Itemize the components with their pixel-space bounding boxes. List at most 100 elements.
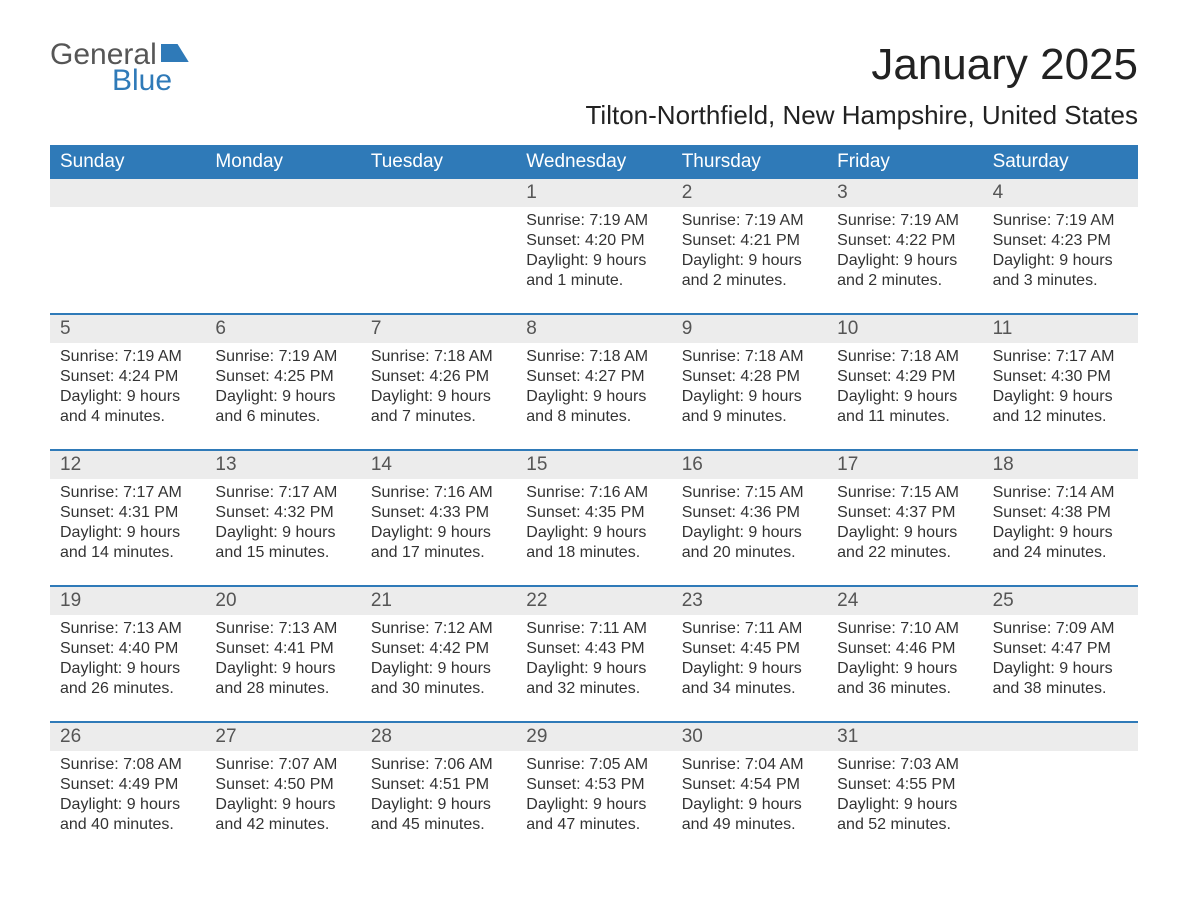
location-subtitle: Tilton-Northfield, New Hampshire, United…	[50, 100, 1138, 131]
cell-line-dl2: and 15 minutes.	[215, 543, 350, 563]
cell-line-sunset: Sunset: 4:35 PM	[526, 503, 661, 523]
cell-body: Sunrise: 7:18 AMSunset: 4:26 PMDaylight:…	[361, 343, 516, 427]
day-number	[993, 726, 998, 747]
day-number: 11	[993, 318, 1013, 339]
dayname-thursday: Thursday	[672, 145, 827, 179]
calendar-cell: 9Sunrise: 7:18 AMSunset: 4:28 PMDaylight…	[672, 315, 827, 449]
cell-line-dl2: and 22 minutes.	[837, 543, 972, 563]
cell-line-dl1: Daylight: 9 hours	[526, 795, 661, 815]
weeks-container: 1Sunrise: 7:19 AMSunset: 4:20 PMDaylight…	[50, 179, 1138, 857]
cell-line-sunset: Sunset: 4:46 PM	[837, 639, 972, 659]
logo-flag-icon	[161, 44, 189, 62]
calendar-cell: 17Sunrise: 7:15 AMSunset: 4:37 PMDayligh…	[827, 451, 982, 585]
daynum-row: 18	[983, 451, 1138, 479]
cell-line-dl2: and 32 minutes.	[526, 679, 661, 699]
cell-body: Sunrise: 7:13 AMSunset: 4:40 PMDaylight:…	[50, 615, 205, 699]
cell-line-dl1: Daylight: 9 hours	[60, 523, 195, 543]
cell-line-dl1: Daylight: 9 hours	[682, 251, 817, 271]
calendar-cell: 1Sunrise: 7:19 AMSunset: 4:20 PMDaylight…	[516, 179, 671, 313]
cell-body: Sunrise: 7:19 AMSunset: 4:20 PMDaylight:…	[516, 207, 671, 291]
cell-line-dl2: and 52 minutes.	[837, 815, 972, 835]
week-row: 5Sunrise: 7:19 AMSunset: 4:24 PMDaylight…	[50, 313, 1138, 449]
calendar-cell: 16Sunrise: 7:15 AMSunset: 4:36 PMDayligh…	[672, 451, 827, 585]
daynum-row: 8	[516, 315, 671, 343]
daynum-row	[983, 723, 1138, 751]
cell-line-dl1: Daylight: 9 hours	[993, 523, 1128, 543]
daynum-row: 15	[516, 451, 671, 479]
cell-line-dl1: Daylight: 9 hours	[60, 659, 195, 679]
calendar-cell: 19 Sunrise: 7:13 AMSunset: 4:40 PMDayligh…	[50, 587, 205, 721]
week-row: 1Sunrise: 7:19 AMSunset: 4:20 PMDaylight…	[50, 179, 1138, 313]
cell-body: Sunrise: 7:11 AMSunset: 4:43 PMDaylight:…	[516, 615, 671, 699]
cell-line-dl1: Daylight: 9 hours	[371, 523, 506, 543]
cell-body: Sunrise: 7:19 AMSunset: 4:24 PMDaylight:…	[50, 343, 205, 427]
cell-line-sunset: Sunset: 4:50 PM	[215, 775, 350, 795]
cell-line-sunrise: Sunrise: 7:16 AM	[526, 483, 661, 503]
cell-line-sunset: Sunset: 4:36 PM	[682, 503, 817, 523]
day-number: 26	[60, 726, 81, 747]
cell-line-sunset: Sunset: 4:43 PM	[526, 639, 661, 659]
calendar-cell: 2Sunrise: 7:19 AMSunset: 4:21 PMDaylight…	[672, 179, 827, 313]
cell-line-dl1: Daylight: 9 hours	[837, 795, 972, 815]
day-number: 6	[215, 318, 226, 339]
cell-body: Sunrise: 7:15 AMSunset: 4:37 PMDaylight:…	[827, 479, 982, 563]
calendar-cell: 29Sunrise: 7:05 AMSunset: 4:53 PMDayligh…	[516, 723, 671, 857]
cell-line-sunset: Sunset: 4:21 PM	[682, 231, 817, 251]
cell-line-sunrise: Sunrise: 7:04 AM	[682, 755, 817, 775]
calendar-cell: 28Sunrise: 7:06 AMSunset: 4:51 PMDayligh…	[361, 723, 516, 857]
cell-line-dl2: and 11 minutes.	[837, 407, 972, 427]
calendar-cell: 20Sunrise: 7:13 AMSunset: 4:41 PMDayligh…	[205, 587, 360, 721]
daynum-row: 11	[983, 315, 1138, 343]
daynum-row: 9	[672, 315, 827, 343]
cell-body: Sunrise: 7:14 AMSunset: 4:38 PMDaylight:…	[983, 479, 1138, 563]
cell-line-sunset: Sunset: 4:47 PM	[993, 639, 1128, 659]
cell-line-sunrise: Sunrise: 7:16 AM	[371, 483, 506, 503]
daynum-row: 4	[983, 179, 1138, 207]
calendar-cell: 4Sunrise: 7:19 AMSunset: 4:23 PMDaylight…	[983, 179, 1138, 313]
cell-line-sunset: Sunset: 4:54 PM	[682, 775, 817, 795]
cell-line-sunrise: Sunrise: 7:13 AM	[215, 619, 350, 639]
cell-body: Sunrise: 7:11 AMSunset: 4:45 PMDaylight:…	[672, 615, 827, 699]
cell-body: Sunrise: 7:08 AMSunset: 4:49 PMDaylight:…	[50, 751, 205, 835]
calendar-cell: 22Sunrise: 7:11 AMSunset: 4:43 PMDayligh…	[516, 587, 671, 721]
cell-body: Sunrise: 7:18 AMSunset: 4:27 PMDaylight:…	[516, 343, 671, 427]
cell-line-dl2: and 2 minutes.	[837, 271, 972, 291]
day-number: 19	[60, 590, 81, 611]
cell-line-dl2: and 42 minutes.	[215, 815, 350, 835]
cell-line-dl2: and 2 minutes.	[682, 271, 817, 291]
daynum-row: 24	[827, 587, 982, 615]
calendar-cell: 24Sunrise: 7:10 AMSunset: 4:46 PMDayligh…	[827, 587, 982, 721]
calendar-cell	[361, 179, 516, 313]
daynum-row: 26	[50, 723, 205, 751]
cell-line-sunset: Sunset: 4:28 PM	[682, 367, 817, 387]
cell-body: Sunrise: 7:05 AMSunset: 4:53 PMDaylight:…	[516, 751, 671, 835]
cell-line-sunrise: Sunrise: 7:19 AM	[993, 211, 1128, 231]
cell-line-sunset: Sunset: 4:42 PM	[371, 639, 506, 659]
cell-line-sunset: Sunset: 4:24 PM	[60, 367, 195, 387]
cell-line-sunrise: Sunrise: 7:18 AM	[682, 347, 817, 367]
cell-line-dl1: Daylight: 9 hours	[371, 659, 506, 679]
daynum-row: 20	[205, 587, 360, 615]
cell-line-sunrise: Sunrise: 7:17 AM	[993, 347, 1128, 367]
dayname-row: Sunday Monday Tuesday Wednesday Thursday…	[50, 145, 1138, 179]
cell-line-dl2: and 38 minutes.	[993, 679, 1128, 699]
daynum-row: 30	[672, 723, 827, 751]
cell-line-sunset: Sunset: 4:38 PM	[993, 503, 1128, 523]
calendar-cell: 30Sunrise: 7:04 AMSunset: 4:54 PMDayligh…	[672, 723, 827, 857]
cell-line-dl2: and 4 minutes.	[60, 407, 195, 427]
cell-body: Sunrise: 7:12 AMSunset: 4:42 PMDaylight:…	[361, 615, 516, 699]
daynum-row: 22	[516, 587, 671, 615]
day-number: 30	[682, 726, 703, 747]
calendar-cell: 14Sunrise: 7:16 AMSunset: 4:33 PMDayligh…	[361, 451, 516, 585]
daynum-row: 23	[672, 587, 827, 615]
cell-line-dl2: and 9 minutes.	[682, 407, 817, 427]
cell-body: Sunrise: 7:17 AMSunset: 4:31 PMDaylight:…	[50, 479, 205, 563]
cell-line-dl2: and 49 minutes.	[682, 815, 817, 835]
page-title: January 2025	[871, 40, 1138, 90]
cell-line-sunset: Sunset: 4:22 PM	[837, 231, 972, 251]
cell-line-sunset: Sunset: 4:26 PM	[371, 367, 506, 387]
cell-line-dl1: Daylight: 9 hours	[215, 523, 350, 543]
calendar-cell: 13Sunrise: 7:17 AMSunset: 4:32 PMDayligh…	[205, 451, 360, 585]
header: General Blue January 2025	[50, 40, 1138, 96]
calendar-cell: 25Sunrise: 7:09 AMSunset: 4:47 PMDayligh…	[983, 587, 1138, 721]
